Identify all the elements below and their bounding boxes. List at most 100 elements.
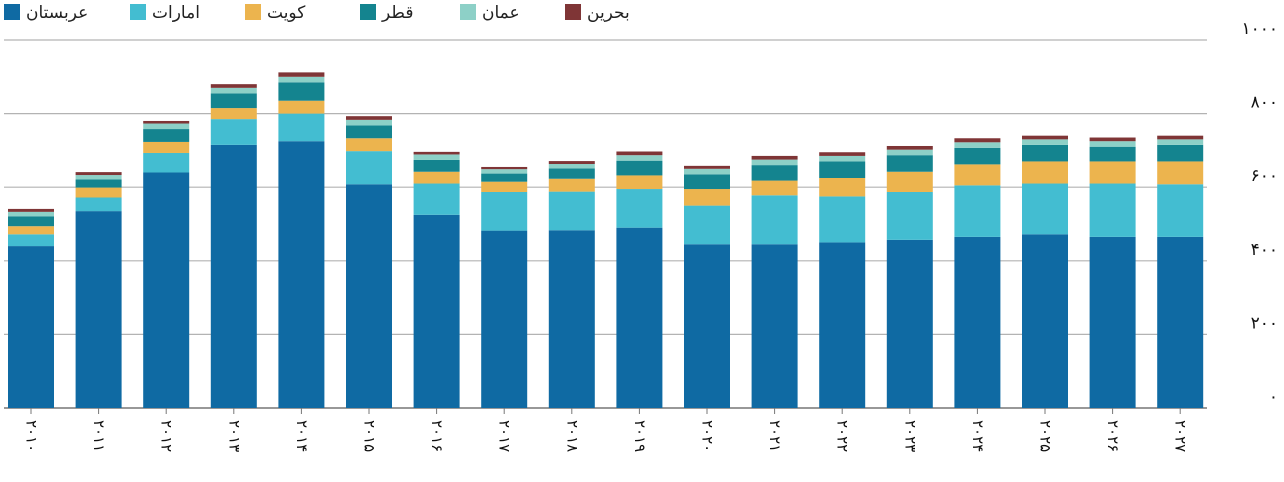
bar-segment bbox=[143, 129, 190, 142]
bar-segment bbox=[886, 239, 933, 408]
x-tick-label: ۲۰۱۳ bbox=[225, 420, 243, 452]
bar-segment bbox=[143, 172, 190, 408]
bar-segment bbox=[75, 175, 122, 180]
legend-swatch bbox=[565, 4, 581, 20]
bars bbox=[8, 72, 1204, 408]
x-tick-label: ۲۰۲۴ bbox=[969, 420, 987, 452]
x-tick-label: ۲۰۱۰ bbox=[23, 420, 41, 452]
bar-segment bbox=[346, 116, 392, 120]
bar-segment bbox=[548, 191, 595, 231]
x-tick-label: ۲۰۲۶ bbox=[1104, 420, 1122, 452]
legend-label: امارات bbox=[152, 3, 200, 23]
bar-segment bbox=[886, 155, 933, 172]
bar-segment bbox=[684, 205, 730, 245]
bar-segment bbox=[481, 169, 528, 174]
bar-segment bbox=[1022, 139, 1068, 145]
bar-segment bbox=[278, 113, 325, 142]
bar-segment bbox=[751, 155, 798, 160]
x-axis-ticks: ۲۰۱۰ ۲۰۱۱ ۲۰۱۲ ۲۰۱۳ ۲۰۱۴ ۲۰۱۵ ۲۰۱۶ ۲۰۱۷ ۲۰۱۸ ۲۰۱۹… bbox=[23, 408, 1190, 452]
bar-segment bbox=[278, 72, 325, 77]
bar-segment bbox=[143, 152, 190, 173]
y-tick-label: ۰ bbox=[1269, 387, 1278, 407]
bar-segment bbox=[75, 211, 122, 408]
bar-segment bbox=[886, 145, 933, 150]
x-tick-label: ۲۰۱۲ bbox=[158, 420, 176, 452]
bar-segment bbox=[751, 159, 798, 166]
legend-swatch bbox=[4, 4, 20, 20]
bar-segment bbox=[616, 151, 663, 156]
bar-segment bbox=[210, 93, 257, 109]
y-tick-label: ۲۰۰ bbox=[1251, 313, 1278, 333]
bar-segment bbox=[413, 159, 460, 172]
bar-segment bbox=[481, 173, 528, 182]
bar-segment bbox=[954, 236, 1001, 408]
legend-swatch bbox=[360, 4, 376, 20]
bar-segment bbox=[616, 227, 663, 408]
bar-segment bbox=[548, 161, 595, 165]
bar-segment bbox=[819, 196, 866, 243]
bar-segment bbox=[1089, 146, 1136, 162]
bar-segment bbox=[75, 187, 122, 198]
y-tick-label: ۸۰۰ bbox=[1251, 93, 1278, 113]
bar-segment bbox=[616, 189, 663, 228]
bar-segment bbox=[75, 172, 122, 176]
bar-segment bbox=[278, 82, 325, 101]
bar-segment bbox=[819, 178, 866, 197]
bar-segment bbox=[413, 171, 460, 184]
legend-swatch bbox=[460, 4, 476, 20]
bar-segment bbox=[1089, 236, 1136, 408]
bar-segment bbox=[819, 161, 866, 178]
bar-segment bbox=[8, 234, 54, 247]
legend-label: قطر bbox=[381, 3, 413, 23]
bar-segment bbox=[819, 152, 866, 156]
bar-segment bbox=[1157, 139, 1204, 145]
x-tick-label: ۲۰۱۶ bbox=[428, 420, 446, 452]
bar-segment bbox=[278, 141, 325, 408]
bar-segment bbox=[8, 216, 54, 227]
bar-segment bbox=[1089, 137, 1136, 142]
bar-segment bbox=[210, 119, 257, 145]
bar-segment bbox=[548, 164, 595, 169]
x-tick-label: ۲۰۱۷ bbox=[496, 420, 514, 452]
y-tick-label: ۶۰۰ bbox=[1251, 166, 1278, 186]
bar-segment bbox=[481, 191, 528, 231]
grid-lines bbox=[4, 39, 1207, 409]
bar-segment bbox=[210, 87, 257, 94]
bar-segment bbox=[751, 180, 798, 196]
bar-segment bbox=[1022, 234, 1068, 408]
bar-segment bbox=[8, 246, 54, 408]
bar-segment bbox=[1022, 135, 1068, 140]
bar-segment bbox=[548, 168, 595, 179]
legend-swatch bbox=[245, 4, 261, 20]
bar-segment bbox=[1157, 144, 1204, 162]
bar-segment bbox=[8, 208, 54, 212]
x-tick-label: ۲۰۲۷ bbox=[1172, 420, 1190, 452]
bar-segment bbox=[413, 154, 460, 160]
bar-segment bbox=[954, 185, 1001, 237]
bar-segment bbox=[413, 183, 460, 215]
bar-segment bbox=[886, 191, 933, 240]
y-tick-label: ۴۰۰ bbox=[1251, 240, 1278, 260]
x-tick-label: ۲۰۱۴ bbox=[293, 420, 311, 452]
bar-segment bbox=[751, 244, 798, 408]
bar-segment bbox=[75, 179, 122, 188]
bar-segment bbox=[8, 211, 54, 217]
x-tick-label: ۲۰۱۹ bbox=[631, 420, 649, 452]
bar-segment bbox=[1089, 141, 1136, 147]
bar-segment bbox=[684, 244, 730, 408]
bar-segment bbox=[886, 149, 933, 156]
bar-segment bbox=[278, 100, 325, 114]
bar-segment bbox=[481, 166, 528, 170]
bar-segment bbox=[1022, 183, 1068, 235]
bar-segment bbox=[210, 144, 257, 408]
bar-segment bbox=[481, 181, 528, 192]
bar-segment bbox=[684, 189, 730, 206]
bar-segment bbox=[278, 76, 325, 83]
bar-segment bbox=[954, 147, 1001, 165]
bar-segment bbox=[143, 141, 190, 153]
bar-segment bbox=[1157, 161, 1204, 185]
bar-segment bbox=[751, 195, 798, 245]
bar-segment bbox=[684, 168, 730, 175]
bar-segment bbox=[210, 84, 257, 88]
